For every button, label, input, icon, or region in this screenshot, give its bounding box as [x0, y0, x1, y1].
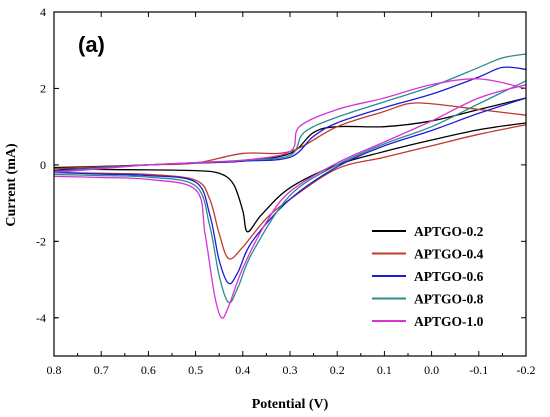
x-tick-label: -0.1 [469, 363, 488, 377]
series-line-cathodic [53, 124, 527, 260]
x-tick-label: 0.3 [283, 363, 298, 377]
series-aptgo-1-0 [53, 78, 527, 319]
legend-label: APTGO-0.2 [414, 224, 484, 239]
panel-label: (a) [78, 32, 105, 57]
y-axis-title: Current (mA) [4, 143, 19, 227]
x-tick-label: 0.1 [377, 363, 392, 377]
x-tick-label: 0.8 [47, 363, 62, 377]
x-tick-label: 0.7 [94, 363, 109, 377]
series-line-cathodic [53, 83, 527, 319]
x-tick-label: 0.0 [424, 363, 439, 377]
series-line-cathodic [53, 80, 527, 304]
y-tick-label: -4 [36, 311, 46, 325]
x-tick-label: 0.6 [141, 363, 156, 377]
series-line-cathodic [53, 122, 527, 233]
x-tick-label: 0.5 [188, 363, 203, 377]
x-tick-label: 0.4 [235, 363, 250, 377]
legend-label: APTGO-0.8 [414, 292, 484, 307]
legend-label: APTGO-0.6 [414, 269, 484, 284]
y-tick-label: 4 [40, 5, 46, 19]
y-tick-label: 2 [40, 81, 46, 95]
y-tick-label: 0 [40, 158, 46, 172]
legend-label: APTGO-0.4 [414, 247, 484, 262]
series-line-cathodic [53, 97, 527, 285]
series-layer [53, 53, 527, 319]
ticks-layer: 0.8 0.7 0.6 0.5 0.4 0.3 0.2 0.1 0.0 -0.1 -0.2 -4 -2 0… [36, 5, 536, 377]
series-line-anodic [53, 102, 527, 170]
x-tick-label: 0.2 [330, 363, 345, 377]
y-tick-label: -2 [36, 234, 46, 248]
series-line-anodic [53, 78, 527, 174]
plot-frame [53, 11, 527, 357]
legend: APTGO-0.2 APTGO-0.4 APTGO-0.6 APTGO-0.8 APTG… [372, 224, 484, 329]
series-aptgo-0-2 [53, 97, 527, 233]
legend-label: APTGO-1.0 [414, 314, 484, 329]
x-axis-title: Potential (V) [252, 397, 329, 412]
x-tick-label: -0.2 [517, 363, 536, 377]
